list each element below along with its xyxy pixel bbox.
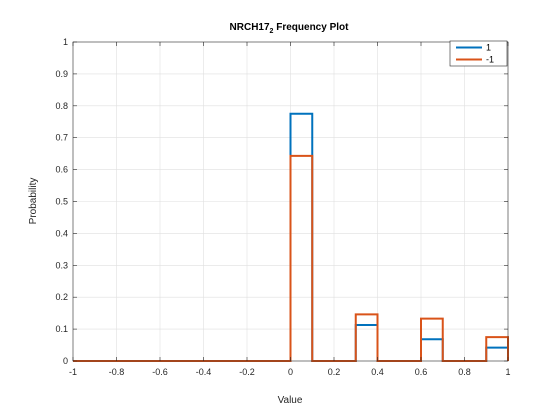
axis-ticks: -1 -0.8 -0.6 -0.4 -0.2 0 0.2 0.4 0.6 0.8 1 0 0.1 0.2 0… [55, 37, 510, 377]
legend-box [449, 40, 508, 67]
legend: 1 -1 [449, 40, 508, 67]
y-tick-label: 0.8 [55, 101, 68, 111]
x-tick-label: 0.6 [415, 367, 428, 377]
y-tick-label: 0.5 [55, 197, 68, 207]
y-axis-label: Probability [28, 178, 39, 225]
legend-label-series-1: 1 [486, 43, 491, 53]
x-tick-label: 0.8 [458, 367, 471, 377]
x-tick-label: 1 [505, 367, 510, 377]
x-tick-label: -0.4 [196, 367, 212, 377]
y-tick-label: 0.9 [55, 69, 68, 79]
legend-label-series-2: -1 [486, 55, 494, 65]
y-tick-label: 0.2 [55, 292, 68, 302]
y-tick-label: 0.6 [55, 165, 68, 175]
chart-title: NRCH172 Frequency Plot [230, 22, 350, 35]
x-tick-label: 0.4 [371, 367, 384, 377]
x-axis-label: Value [278, 395, 303, 406]
x-tick-label: 0.2 [328, 367, 341, 377]
y-tick-label: 0.1 [55, 324, 68, 334]
x-tick-label: -0.2 [239, 367, 255, 377]
x-tick-label: -1 [69, 367, 77, 377]
x-tick-label: 0 [288, 367, 293, 377]
y-tick-label: 0 [63, 356, 68, 366]
x-tick-label: -0.6 [152, 367, 168, 377]
y-tick-label: 0.3 [55, 260, 68, 270]
y-tick-label: 0.4 [55, 228, 68, 238]
x-tick-label: -0.8 [109, 367, 125, 377]
y-tick-label: 0.7 [55, 133, 68, 143]
y-tick-label: 1 [63, 37, 68, 47]
